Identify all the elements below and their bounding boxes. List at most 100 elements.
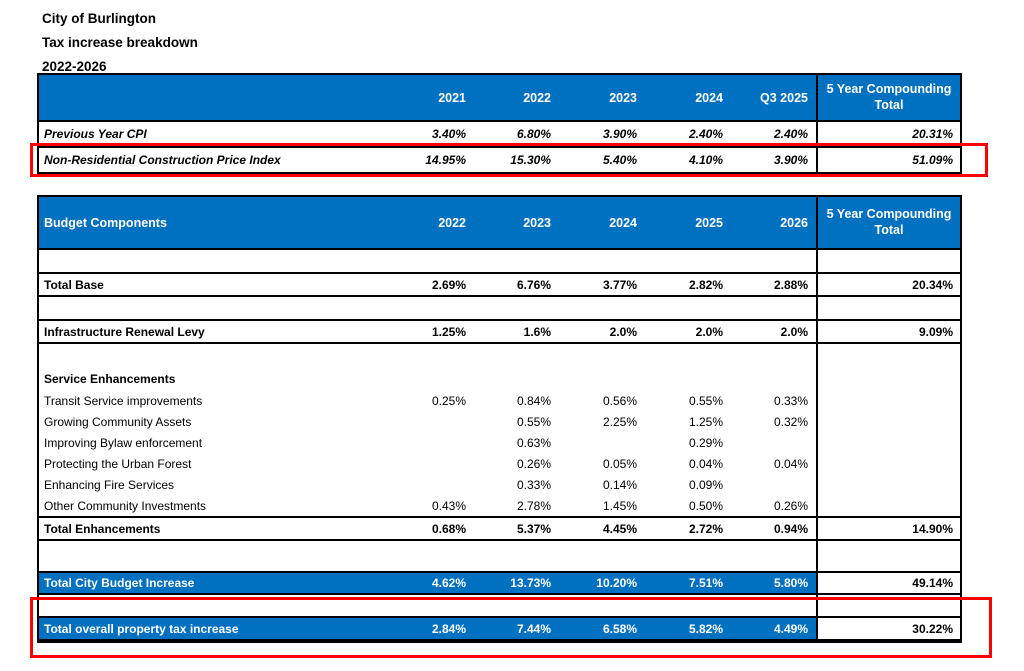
year-value (561, 432, 647, 453)
year-value (561, 595, 647, 616)
compounding-total-value: 20.31% (912, 127, 953, 141)
year-value (390, 411, 476, 432)
compounding-total-value (818, 541, 960, 571)
row-label: Enhancing Fire Services (44, 477, 175, 492)
year-value (561, 541, 647, 571)
compounding-total-value (818, 250, 960, 272)
year-value: 7.51% (647, 573, 733, 593)
row-label (39, 344, 390, 368)
row-growing-community-assets: Growing Community Assets 0.55% 2.25% 1.25% 0… (39, 411, 960, 432)
year-value: 6.76% (516, 277, 551, 292)
row-label: Infrastructure Renewal Levy (44, 324, 205, 339)
spacer-row (39, 595, 960, 616)
year-value (733, 368, 818, 390)
year-value: 0.05% (602, 456, 637, 471)
year-value: 0.26% (773, 498, 808, 513)
budget-components-table: Budget Components 2022 2023 2024 2025 2026 5 Y… (37, 195, 962, 643)
row-total-enhancements: Total Enhancements 0.68% 5.37% 4.45% 2.72% 0.… (39, 516, 960, 541)
budget-table-header: Budget Components 2022 2023 2024 2025 2026 5 Y… (39, 197, 960, 250)
year-value: 0.50% (688, 498, 723, 513)
year-value (476, 595, 561, 616)
year-value: 2026 (780, 215, 808, 230)
row-label: Non-Residential Construction Price Index (44, 153, 281, 167)
year-value: 0.32% (773, 414, 808, 429)
row-label: Protecting the Urban Forest (44, 456, 192, 471)
year-value: 6.58% (561, 618, 647, 639)
year-value (390, 474, 476, 495)
title-city: City of Burlington (42, 11, 156, 26)
year-value: 2025 (695, 215, 723, 230)
year-value: 4.49% (733, 618, 818, 639)
row-improving-bylaw-enforcement: Improving Bylaw enforcement 0.63% 0.29% (39, 432, 960, 453)
year-value: 10.20% (561, 573, 647, 593)
row-label (39, 595, 390, 616)
year-value: 2022 (523, 90, 551, 105)
year-value: 3.77% (602, 277, 637, 292)
compounding-total-value (818, 595, 960, 616)
compounding-total-value: 5 Year Compounding Total (826, 206, 952, 237)
compounding-total-value (818, 297, 960, 319)
year-value: 2.88% (773, 277, 808, 292)
compounding-total-value (818, 390, 960, 411)
year-value (476, 297, 561, 319)
year-value: 2.69% (431, 277, 466, 292)
year-value (390, 453, 476, 474)
year-value: 0.55% (688, 393, 723, 408)
year-value: 0.04% (773, 456, 808, 471)
year-value: 6.80% (516, 127, 551, 141)
year-value: 5.40% (602, 153, 637, 167)
year-value (647, 297, 733, 319)
compounding-total-value (818, 344, 960, 368)
year-value: 0.25% (431, 393, 466, 408)
row-service-enhancements: Service Enhancements (39, 368, 960, 390)
row-label: Improving Bylaw enforcement (44, 435, 203, 450)
year-value: 4.45% (602, 521, 637, 536)
year-value: 2.84% (390, 618, 476, 639)
row-label (39, 75, 390, 120)
year-value (390, 432, 476, 453)
year-value: 5.37% (516, 521, 551, 536)
year-value: 2023 (523, 215, 551, 230)
document-title-block: City of Burlington Tax increase breakdow… (42, 7, 198, 79)
year-value: 0.33% (773, 393, 808, 408)
year-value (476, 344, 561, 368)
total-column-separator (816, 197, 818, 641)
year-value (390, 541, 476, 571)
row-other-community-investments: Other Community Investments 0.43% 2.78% 1.4… (39, 495, 960, 516)
row-label: Total City Budget Increase (39, 573, 390, 593)
year-value: 0.94% (773, 521, 808, 536)
year-value: 1.45% (602, 498, 637, 513)
spacer-row (39, 344, 960, 368)
year-value (390, 368, 476, 390)
compounding-total-value: 30.22% (818, 618, 960, 639)
row-label: Total Enhancements (44, 521, 161, 536)
row-label: Service Enhancements (44, 372, 176, 386)
year-value: 2021 (438, 90, 466, 105)
row-label: Previous Year CPI (44, 127, 147, 141)
year-value: 2024 (695, 90, 723, 105)
year-value (561, 344, 647, 368)
row-non-residential-construction-price-index: Non-Residential Construction Price Index… (39, 148, 960, 174)
year-value: 2.72% (688, 521, 723, 536)
year-value (561, 368, 647, 390)
year-value (647, 368, 733, 390)
cpi-index-table: 2021 2022 2023 2024 Q3 2025 5 Year Compoundin… (37, 73, 962, 176)
row-transit-service-improvements: Transit Service improvements 0.25% 0.84% 0.… (39, 390, 960, 411)
spacer-row (39, 541, 960, 571)
compounding-total-value (818, 411, 960, 432)
row-label: Total Base (44, 277, 104, 292)
year-value: 4.10% (688, 153, 723, 167)
year-value (561, 250, 647, 272)
year-value: 0.33% (516, 477, 551, 492)
year-value (733, 344, 818, 368)
compounding-total-value (818, 368, 960, 390)
year-value: 2.40% (688, 127, 723, 141)
spacer-row (39, 297, 960, 319)
title-subject: Tax increase breakdown (42, 35, 198, 50)
year-value (561, 297, 647, 319)
year-value (390, 344, 476, 368)
year-value (647, 595, 733, 616)
year-value: 0.68% (431, 521, 466, 536)
year-value: 15.30% (510, 153, 551, 167)
year-value (390, 250, 476, 272)
